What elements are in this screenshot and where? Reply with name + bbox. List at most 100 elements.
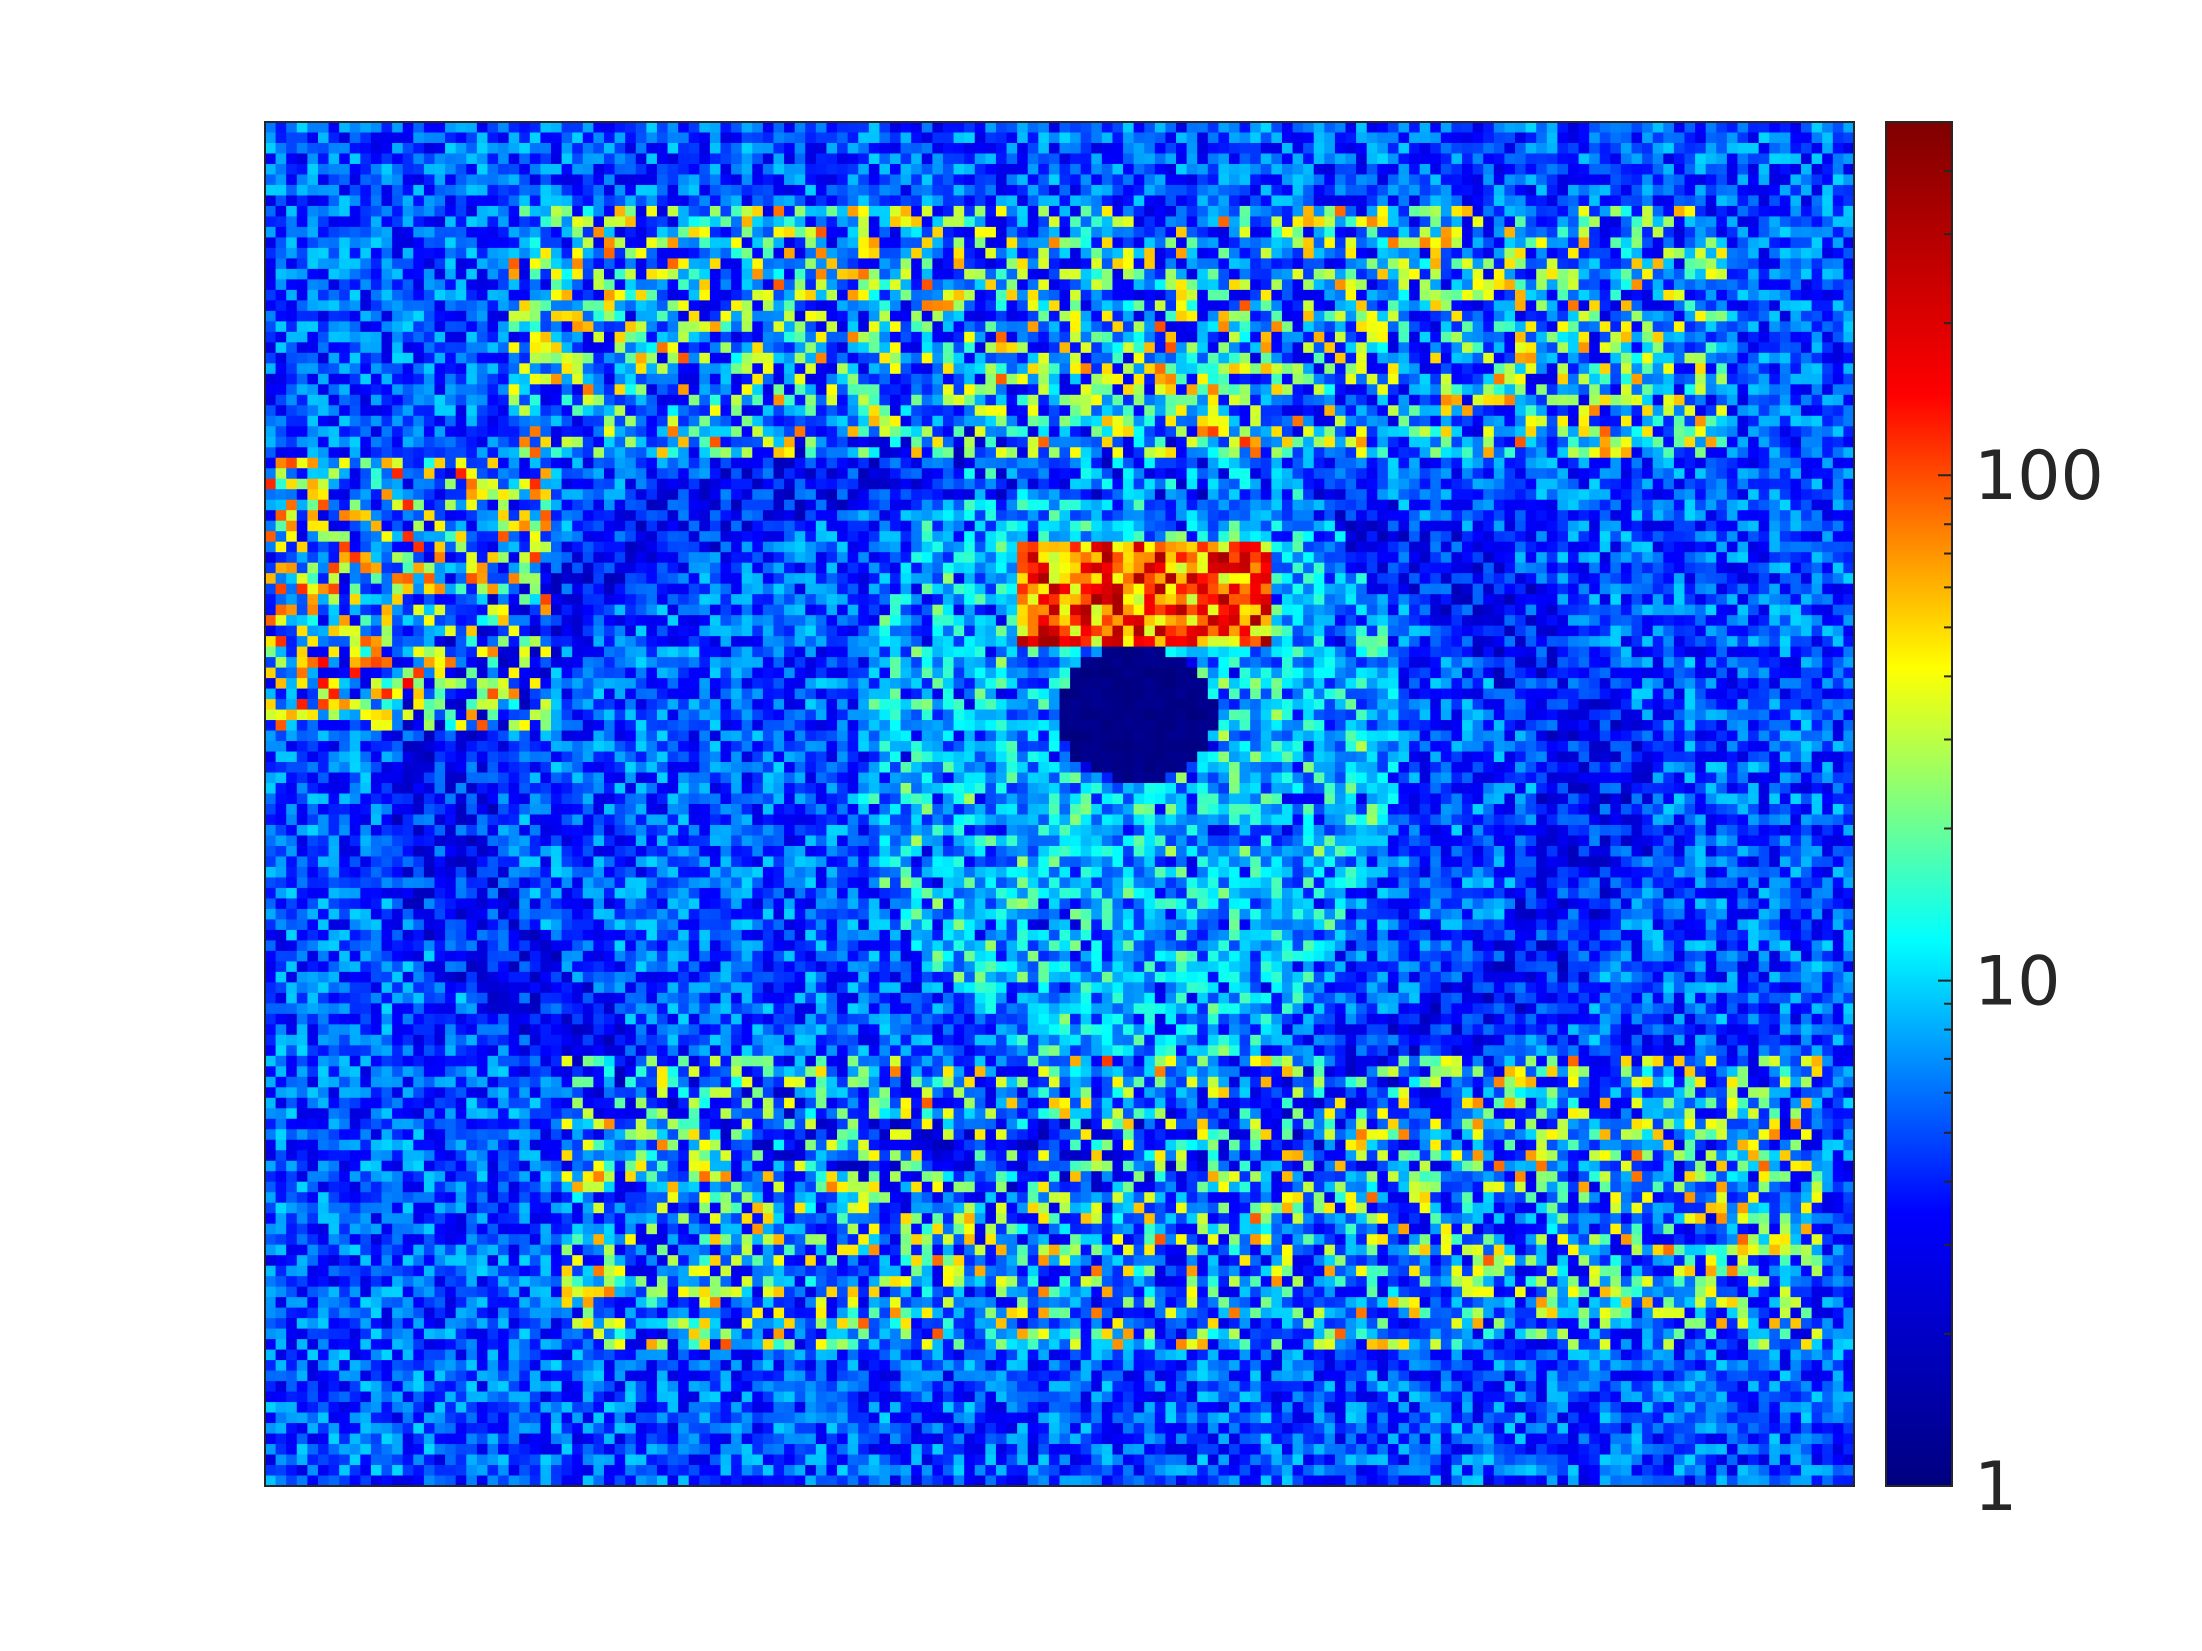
heatmap-cell [1567,216,1580,228]
heatmap-cell [911,342,923,354]
heatmap-cell [709,447,722,459]
heatmap-cell [1101,268,1114,280]
heatmap-cell [1176,426,1188,438]
heatmap-cell [1578,279,1590,291]
heatmap-cell [1832,184,1844,197]
heatmap-cell [487,394,499,406]
heatmap-cell [413,268,425,280]
heatmap-cell [1186,436,1198,448]
heatmap-cell [1790,289,1802,301]
heatmap-cell [1154,352,1167,364]
heatmap-cell [445,216,457,228]
heatmap-cell [561,300,573,312]
heatmap-cell [1589,216,1601,228]
heatmap-cell [868,447,881,459]
heatmap-cell [1048,342,1061,354]
heatmap-cell [1758,132,1770,144]
heatmap-cell [551,142,563,155]
heatmap-cell [529,237,542,249]
heatmap-cell [614,205,626,218]
heatmap-cell [1546,132,1558,144]
heatmap-cell [1451,426,1463,438]
heatmap-cell [784,447,796,459]
heatmap-cell [1557,352,1569,364]
heatmap-cell [1811,174,1823,186]
heatmap-cell [1006,321,1018,333]
heatmap-cell [985,352,997,364]
heatmap-cell [921,279,933,291]
heatmap-cell [1801,373,1813,385]
heatmap-cell [423,132,436,144]
heatmap-cell [773,195,785,207]
heatmap-cell [794,405,806,417]
heatmap-cell [1419,184,1431,197]
heatmap-cell [879,268,891,280]
heatmap-cell [720,310,732,322]
heatmap-cell [1631,436,1643,448]
heatmap-cell [1610,226,1622,239]
heatmap-cell [784,310,796,322]
heatmap-cell [540,436,552,448]
heatmap-cell [1695,342,1707,354]
heatmap-cell [995,352,1008,364]
heatmap-cell [1673,394,1686,406]
heatmap-cell [1218,258,1230,270]
heatmap-cell [381,426,393,438]
heatmap-cell [1091,447,1103,459]
heatmap-cell [1705,321,1717,333]
heatmap-cell [826,226,838,239]
heatmap-cell [307,174,319,186]
heatmap-cell [1462,122,1474,134]
heatmap-cell [1440,258,1453,270]
heatmap-cell [805,142,817,155]
heatmap-cell [561,468,573,480]
heatmap-cell [847,415,859,427]
heatmap-cell [1620,436,1633,448]
heatmap-cell [667,447,679,459]
heatmap-cell [879,373,891,385]
heatmap-cell [858,142,870,155]
heatmap-cell [1642,352,1654,364]
heatmap-cell [593,132,605,144]
heatmap-cell [392,226,404,239]
heatmap-cell [381,405,393,417]
heatmap-cell [487,195,499,207]
heatmap-cell [1387,247,1400,259]
heatmap-cell [1091,153,1103,165]
heatmap-cell [953,373,965,385]
heatmap-cell [784,184,796,197]
heatmap-cell [1620,373,1633,385]
heatmap-cell [307,237,319,249]
heatmap-cell [1017,394,1029,406]
heatmap-cell [1228,237,1241,249]
heatmap-cell [1515,289,1527,301]
heatmap-cell [1027,373,1039,385]
heatmap-cell [1567,447,1580,459]
heatmap-cell [1695,205,1707,218]
heatmap-cell [445,258,457,270]
heatmap-cell [1451,321,1463,333]
heatmap-cell [1673,415,1686,427]
heatmap-cell [1112,184,1124,197]
heatmap-cell [656,426,669,438]
heatmap-cell [1292,457,1304,469]
heatmap-cell [1504,394,1516,406]
heatmap-cell [1197,426,1209,438]
heatmap-cell [455,247,467,259]
heatmap-cell [699,237,711,249]
heatmap-cell [1748,300,1760,312]
heatmap-cell [1673,310,1686,322]
heatmap-cell [508,205,520,218]
heatmap-cell [275,352,287,364]
heatmap-cell [349,279,361,291]
heatmap-cell [1260,132,1272,144]
heatmap-cell [423,384,436,396]
heatmap-cell [1027,457,1039,469]
heatmap-cell [1832,132,1844,144]
heatmap-cell [773,373,785,385]
heatmap-cell [275,394,287,406]
heatmap-cell [1716,352,1728,364]
heatmap-cell [1239,415,1251,427]
heatmap-cell [1578,153,1590,165]
heatmap-cell [1133,268,1145,280]
